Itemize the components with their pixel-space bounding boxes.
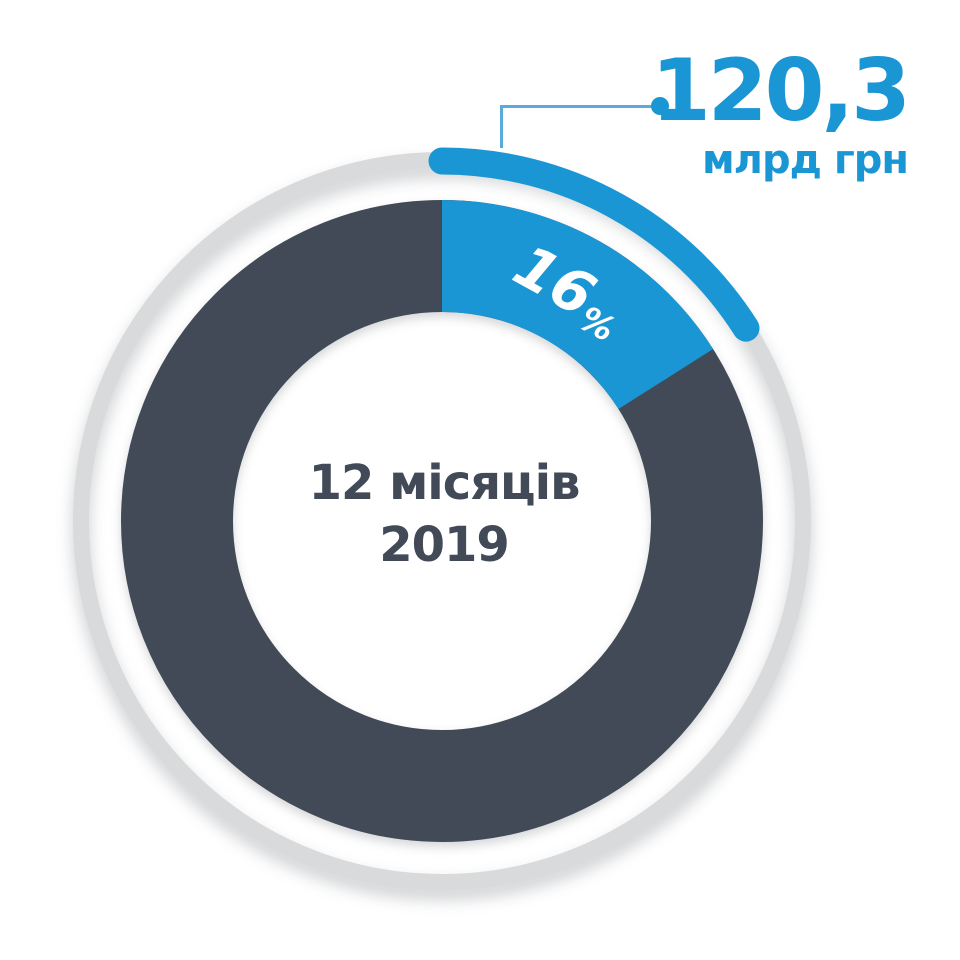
callout-line-horizontal xyxy=(500,105,652,108)
callout-value: 120,3 xyxy=(650,41,911,141)
highlight-arc xyxy=(68,147,816,895)
callout-line-vertical xyxy=(500,105,503,148)
callout-label: 120,3 млрд грн xyxy=(650,41,911,183)
callout-dot xyxy=(651,97,669,115)
callout-unit: млрд грн xyxy=(701,137,909,183)
center-label-line2: 2019 xyxy=(379,517,510,573)
donut-center-label: 12 місяців 2019 xyxy=(194,452,694,576)
donut-blue-segment xyxy=(121,200,763,842)
center-label-line1: 12 місяців xyxy=(308,455,581,511)
